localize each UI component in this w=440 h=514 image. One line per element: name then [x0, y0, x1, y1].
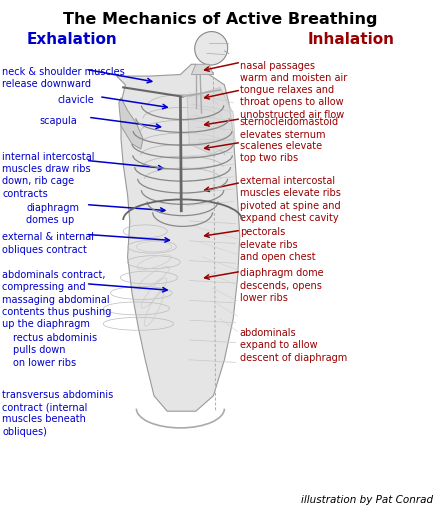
Text: The Mechanics of Active Breathing: The Mechanics of Active Breathing — [63, 12, 377, 27]
Text: sternocleidomastoid
elevates sternum: sternocleidomastoid elevates sternum — [240, 117, 339, 140]
Ellipse shape — [195, 31, 227, 65]
Text: internal intercostal
muscles draw ribs
down, rib cage
contracts: internal intercostal muscles draw ribs d… — [2, 152, 95, 199]
Text: tongue relaxes and
throat opens to allow
unobstructed air flow: tongue relaxes and throat opens to allow… — [240, 85, 344, 120]
Polygon shape — [191, 64, 213, 75]
Text: external & internal
obliques contract: external & internal obliques contract — [2, 232, 94, 255]
Text: Inhalation: Inhalation — [308, 32, 395, 47]
Text: rectus abdominis
pulls down
on lower ribs: rectus abdominis pulls down on lower rib… — [13, 333, 97, 368]
Text: Exhalation: Exhalation — [26, 32, 117, 47]
Text: external intercostal
muscles elevate ribs
pivoted at spine and
expand chest cavi: external intercostal muscles elevate rib… — [240, 176, 341, 223]
Text: diaphragm
domes up: diaphragm domes up — [26, 203, 79, 226]
Text: nasal passages
warm and moisten air: nasal passages warm and moisten air — [240, 61, 347, 83]
Text: pectorals
elevate ribs
and open chest: pectorals elevate ribs and open chest — [240, 227, 315, 262]
Text: illustration by Pat Conrad: illustration by Pat Conrad — [301, 495, 433, 505]
Polygon shape — [187, 87, 235, 154]
Text: transversus abdominis
contract (internal
muscles beneath
obliques): transversus abdominis contract (internal… — [2, 390, 114, 437]
Text: abdominals
expand to allow
descent of diaphragm: abdominals expand to allow descent of di… — [240, 328, 347, 363]
Text: neck & shoulder muscles
release downward: neck & shoulder muscles release downward — [2, 67, 125, 89]
Text: scapula: scapula — [40, 116, 77, 125]
Text: diaphragm dome
descends, opens
lower ribs: diaphragm dome descends, opens lower rib… — [240, 268, 323, 303]
Text: abdominals contract,
compressing and
massaging abdominal
contents thus pushing
u: abdominals contract, compressing and mas… — [2, 270, 112, 329]
Text: clavicle: clavicle — [57, 95, 94, 105]
Polygon shape — [117, 64, 240, 411]
Text: scalenes elevate
top two ribs: scalenes elevate top two ribs — [240, 141, 322, 163]
Polygon shape — [119, 98, 143, 149]
